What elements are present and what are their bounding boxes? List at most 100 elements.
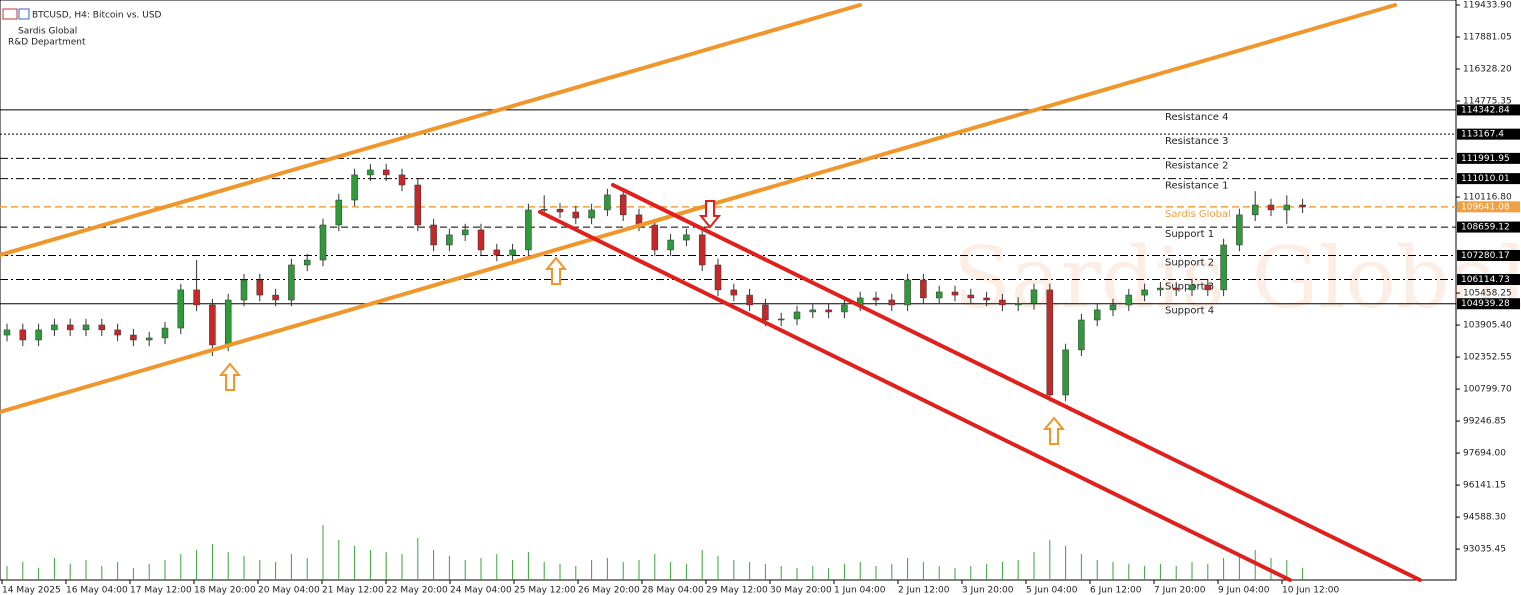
level-box (1457, 201, 1520, 213)
x-tick-label: 28 May 04:00 (642, 586, 704, 595)
candle-body (872, 297, 880, 301)
candle-body (698, 234, 706, 266)
y-tick-label: 93035.45 (1463, 545, 1506, 555)
level-name: Sardis Global (1165, 209, 1231, 220)
candle-body (145, 337, 153, 341)
x-tick-label: 16 May 04:00 (66, 586, 128, 595)
up-arrow (218, 362, 242, 391)
candle-body (888, 299, 896, 306)
y-tick-label: 96141.15 (1463, 481, 1506, 491)
x-tick-label: 5 Jun 04:00 (1026, 586, 1078, 595)
candle-body (272, 294, 279, 301)
candle-body (1062, 349, 1069, 396)
chart-title: BTCUSD, H4: Bitcoin vs. USD (32, 11, 162, 21)
y-tick-label: 119433.90 (1463, 0, 1512, 10)
candle-body (604, 194, 611, 211)
candle-body (1141, 289, 1148, 296)
x-tick-label: 17 May 12:00 (130, 586, 192, 595)
candle-body (224, 299, 232, 346)
level-value: 104939.28 (1461, 299, 1510, 309)
channel-line (611, 183, 1422, 582)
channel-line (538, 210, 1292, 582)
x-tick-label: 22 May 20:00 (386, 586, 448, 595)
channel-line (0, 3, 1397, 414)
x-tick-label: 7 Jun 20:00 (1154, 586, 1206, 595)
candle-body (35, 329, 42, 341)
company: Sardis Global (18, 27, 77, 37)
level-value: 109641.08 (1461, 202, 1510, 212)
candle-body (951, 291, 959, 296)
level-box (1457, 221, 1520, 233)
candle-body (1188, 284, 1196, 291)
candle-body (1172, 287, 1180, 291)
level-name: Support 1 (1165, 229, 1214, 240)
y-tick-label: 114775.35 (1463, 97, 1512, 107)
level-value: 114342.84 (1461, 105, 1510, 115)
x-tick-label: 2 Jun 12:00 (898, 586, 950, 595)
candle-body (51, 324, 58, 331)
candle-body (351, 174, 358, 201)
candle-body (319, 224, 327, 261)
level-box (1457, 249, 1520, 261)
x-tick-label: 6 Jun 12:00 (1090, 586, 1142, 595)
candle-body (209, 304, 216, 346)
candles-layer (3, 163, 1306, 402)
candle-body (1283, 204, 1291, 211)
x-tick-label: 26 May 20:00 (578, 586, 640, 595)
level-name: Resistance 2 (1165, 160, 1228, 171)
candle-body (1157, 287, 1164, 291)
y-tick-label: 117881.05 (1463, 32, 1512, 42)
y-tick-label: 94588.30 (1463, 513, 1506, 523)
candle-body (572, 211, 580, 219)
x-tick-label: 14 May 2025 (2, 586, 61, 595)
candle-body (1014, 303, 1022, 306)
candle-body (920, 279, 927, 299)
candle-body (114, 329, 121, 336)
candle-body (1093, 309, 1101, 321)
candle-body (98, 324, 106, 331)
department: R&D Department (8, 38, 86, 48)
candle-body (651, 224, 659, 251)
level-value: 106114.73 (1461, 275, 1510, 285)
level-value: 107280.17 (1461, 251, 1510, 261)
candle-body (256, 279, 264, 296)
x-tick-label: 1 Jun 04:00 (834, 586, 886, 595)
icon (18, 8, 30, 20)
candle-body (1236, 214, 1243, 246)
candle-body (430, 224, 437, 246)
candle-body (746, 294, 753, 306)
candle-body (509, 249, 516, 256)
candle-body (730, 289, 738, 296)
y-tick-label: 100799.70 (1463, 385, 1512, 395)
trend-lines (0, 3, 1422, 582)
candle-body (303, 259, 311, 266)
arrows (218, 200, 1066, 445)
candle-body (825, 309, 832, 313)
candle-body (66, 324, 74, 331)
candle-body (382, 169, 390, 176)
y-tick-label: 97694.00 (1463, 449, 1506, 459)
level-value: 111991.95 (1461, 154, 1510, 164)
level-box (1457, 173, 1520, 185)
candle-body (161, 327, 169, 339)
candle-body (714, 264, 722, 291)
candle-body (1267, 204, 1275, 211)
down-arrow (698, 200, 722, 229)
candle-body (556, 209, 564, 213)
candle-body (130, 334, 137, 341)
level-name: Support 4 (1165, 306, 1214, 317)
level-box (1457, 104, 1520, 116)
candle-body (793, 311, 801, 320)
candle-body (398, 174, 406, 186)
candle-body (667, 239, 674, 251)
level-name: Resistance 3 (1165, 136, 1228, 147)
candle-body (1251, 204, 1259, 216)
candle-body (193, 289, 200, 306)
level-value: 108659.12 (1461, 223, 1510, 233)
x-tick-label: 20 May 04:00 (258, 586, 320, 595)
y-tick-label: 116328.20 (1463, 64, 1512, 74)
x-tick-label: 18 May 20:00 (194, 586, 256, 595)
candle-body (3, 329, 11, 336)
level-name: Support 2 (1165, 257, 1214, 268)
